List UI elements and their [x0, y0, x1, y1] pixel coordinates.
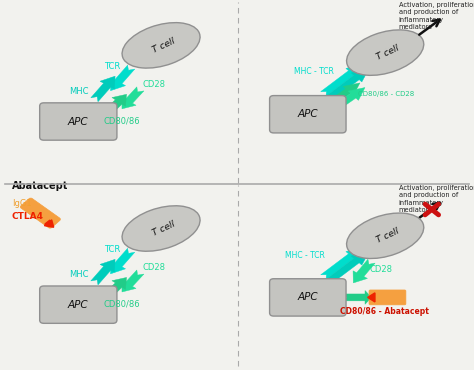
- Text: APC: APC: [68, 117, 89, 127]
- Text: TCR: TCR: [104, 245, 120, 254]
- Text: CD28: CD28: [143, 80, 166, 89]
- Polygon shape: [321, 63, 365, 96]
- FancyBboxPatch shape: [20, 198, 61, 228]
- Polygon shape: [110, 65, 135, 91]
- Polygon shape: [102, 94, 127, 117]
- FancyArrow shape: [45, 220, 54, 227]
- FancyBboxPatch shape: [369, 290, 406, 305]
- Text: MHC: MHC: [69, 270, 89, 279]
- FancyArrow shape: [368, 293, 375, 302]
- Polygon shape: [326, 68, 370, 101]
- Text: T cell: T cell: [151, 36, 176, 54]
- Text: TCR: TCR: [104, 62, 120, 71]
- Text: CD80/86: CD80/86: [104, 299, 140, 309]
- Text: IgG1: IgG1: [12, 199, 31, 208]
- Text: CD28: CD28: [369, 265, 392, 274]
- Polygon shape: [122, 270, 144, 292]
- Text: T cell: T cell: [151, 219, 176, 238]
- Text: CD80/86 - Abatacept: CD80/86 - Abatacept: [340, 307, 428, 316]
- Ellipse shape: [346, 30, 424, 75]
- FancyBboxPatch shape: [40, 103, 117, 140]
- Polygon shape: [110, 248, 135, 274]
- Polygon shape: [326, 251, 370, 284]
- Text: APC: APC: [68, 300, 89, 310]
- Text: CD28: CD28: [143, 263, 166, 272]
- Text: APC: APC: [298, 109, 318, 119]
- Text: T cell: T cell: [375, 227, 400, 245]
- Polygon shape: [321, 83, 360, 111]
- FancyBboxPatch shape: [40, 286, 117, 323]
- FancyBboxPatch shape: [270, 279, 346, 316]
- Text: CD80/86: CD80/86: [104, 116, 140, 125]
- Text: T cell: T cell: [375, 44, 400, 62]
- Text: Activation, proliferation
and production of
inflammatory
mediators: Activation, proliferation and production…: [399, 185, 474, 213]
- Text: MHC - TCR: MHC - TCR: [285, 250, 325, 259]
- Polygon shape: [326, 88, 365, 115]
- Polygon shape: [91, 76, 115, 102]
- Text: MHC: MHC: [69, 87, 89, 96]
- Polygon shape: [102, 278, 127, 300]
- Ellipse shape: [346, 213, 424, 259]
- Polygon shape: [353, 259, 375, 283]
- Text: APC: APC: [298, 292, 318, 302]
- Ellipse shape: [122, 206, 200, 251]
- Polygon shape: [91, 259, 115, 285]
- Polygon shape: [342, 290, 372, 304]
- Text: Abatacept: Abatacept: [12, 181, 68, 191]
- Text: Activation, proliferation
and production of
inflammatory
mediators: Activation, proliferation and production…: [399, 2, 474, 30]
- Text: CD80/86 - CD28: CD80/86 - CD28: [358, 91, 414, 97]
- Polygon shape: [321, 246, 365, 279]
- FancyBboxPatch shape: [270, 95, 346, 133]
- Ellipse shape: [122, 23, 200, 68]
- Text: CTLA4: CTLA4: [12, 212, 44, 221]
- Text: MHC - TCR: MHC - TCR: [294, 67, 334, 76]
- Polygon shape: [122, 87, 144, 109]
